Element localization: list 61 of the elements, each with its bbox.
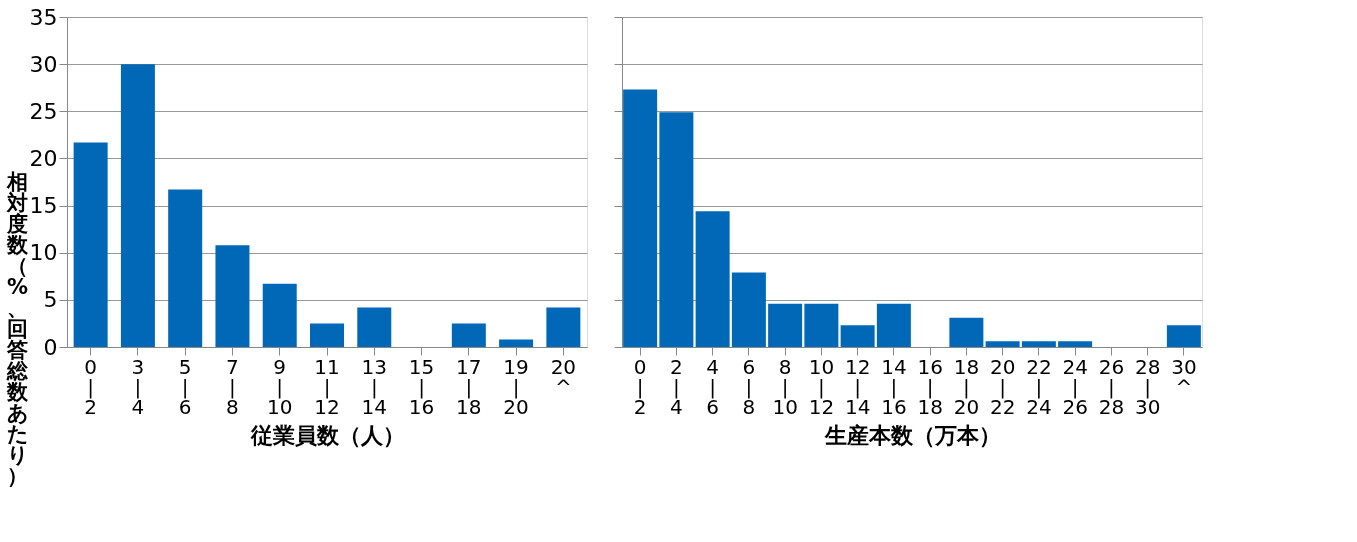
x-tick-label: 20 | 22 (989, 354, 1016, 419)
bar (840, 325, 875, 347)
x-tick-label: 12 | 14 (844, 354, 871, 419)
x-tick-label: 15 | 16 (408, 354, 435, 419)
x-tick-label: 28 | 30 (1134, 354, 1161, 419)
bar (310, 323, 344, 347)
y-tick-label: 5 (43, 287, 58, 313)
x-tick-label: 5 | 6 (178, 354, 192, 419)
text: 相対度数（%、回答総数あたり） (6, 169, 29, 488)
bar (659, 112, 694, 347)
x-axis-title: 従業員数（人） (249, 422, 405, 448)
y-tick-label: 35 (29, 4, 58, 30)
bar (623, 89, 658, 347)
bar (695, 211, 730, 347)
x-tick-label: 14 | 16 (881, 354, 907, 419)
x-tick-label: 2 | 4 (670, 354, 683, 419)
x-tick-label: 22 | 24 (1026, 354, 1052, 419)
x-tick-label: 24 | 26 (1062, 354, 1088, 419)
bar (731, 272, 766, 347)
bar (168, 189, 203, 347)
bar (1166, 325, 1201, 347)
x-tick-label: 30 ^ (1171, 354, 1197, 399)
x-tick-label: 3 | 4 (131, 354, 145, 419)
bar (357, 307, 392, 347)
x-tick-label: 0 | 2 (84, 354, 97, 419)
x-tick-label: 11 | 12 (314, 354, 340, 419)
bar (804, 303, 839, 347)
bar (120, 64, 155, 347)
x-tick-label: 9 | 10 (267, 354, 293, 419)
x-tick-label: 6 | 8 (742, 354, 756, 419)
bar (546, 307, 581, 347)
bar (876, 303, 911, 347)
x-tick-label: 16 | 18 (917, 354, 943, 419)
bar (215, 245, 250, 347)
x-tick-label: 18 | 20 (953, 354, 980, 419)
x-tick-label: 26 | 28 (1098, 354, 1125, 419)
x-tick-label: 19 | 20 (503, 354, 529, 419)
bar (949, 317, 984, 347)
x-tick-label: 7 | 8 (226, 354, 239, 419)
bar (499, 339, 534, 347)
y-tick-label: 15 (29, 193, 58, 219)
x-tick-label: 0 | 2 (633, 354, 647, 419)
bar (451, 323, 486, 347)
y-tick-label: 10 (29, 240, 58, 266)
bar (73, 142, 108, 347)
y-tick-label: 25 (29, 98, 58, 124)
y-tick-label: 30 (29, 51, 58, 77)
x-tick-label: 17 | 18 (456, 354, 482, 419)
bar (768, 303, 803, 347)
bar (1058, 341, 1093, 347)
x-tick-label: 4 | 6 (706, 354, 719, 419)
bar (985, 341, 1020, 347)
x-tick-label: 8 | 10 (772, 354, 798, 419)
bar (262, 283, 297, 347)
x-tick-label: 10 | 12 (808, 354, 835, 419)
x-tick-label: 20 ^ (550, 354, 577, 399)
y-tick-label: 20 (29, 145, 58, 171)
x-axis-title: 生産本数（万本） (823, 422, 1001, 448)
x-tick-label: 13 | 14 (361, 354, 387, 419)
bar (1021, 341, 1056, 347)
y-tick-label: 0 (43, 334, 58, 360)
